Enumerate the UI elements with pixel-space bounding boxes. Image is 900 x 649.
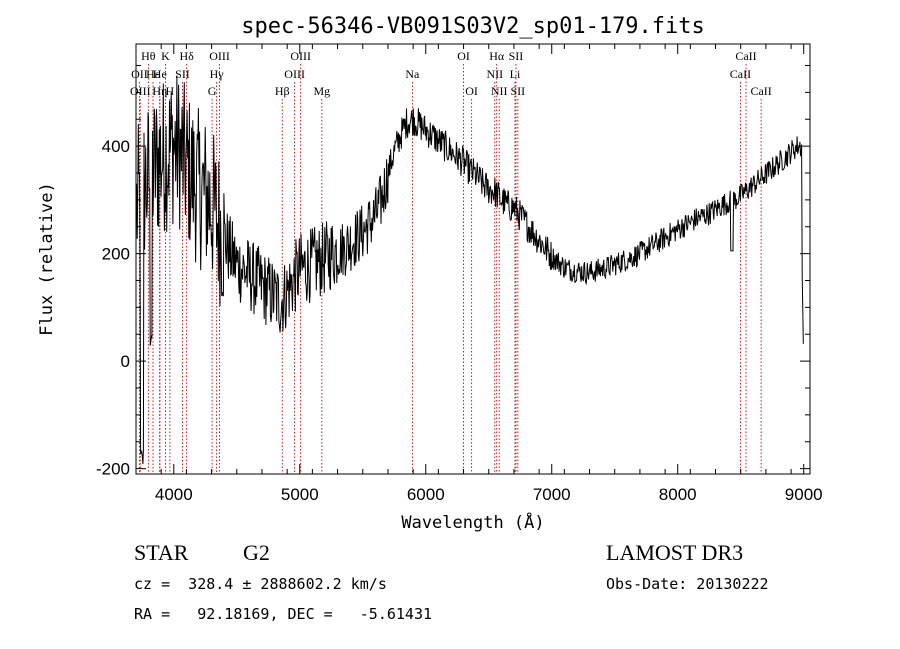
spectral-line-label: H: [166, 84, 175, 98]
spectral-line-label: OII: [131, 67, 148, 81]
spectral-line-label: CaII: [730, 67, 751, 81]
spectral-line-label: CaII: [750, 84, 771, 98]
spectral-line-label: Li: [510, 67, 521, 81]
survey-name: LAMOST DR3: [606, 540, 743, 565]
x-tick-label: 4000: [155, 485, 193, 504]
chart-title: spec-56346-VB091S03V2_sp01-179.fits: [241, 14, 705, 39]
x-axis: 4000 5000 6000 7000 8000 9000: [135, 44, 823, 504]
spectral-line-label: K: [161, 49, 170, 63]
spectral-line-label: OI: [465, 84, 478, 98]
spectral-line-label: OIII: [290, 49, 311, 63]
y-axis: -200 0 200 400: [96, 65, 810, 479]
spectral-line-label: OI: [457, 49, 470, 63]
spectral-line-label: OIII: [209, 49, 230, 63]
x-tick-label: 5000: [281, 485, 319, 504]
spectral-line-label: CaII: [735, 49, 756, 63]
spectral-line-label: NII: [491, 84, 508, 98]
spectral-line-label: SII: [175, 67, 190, 81]
x-tick-label: 8000: [659, 485, 697, 504]
y-axis-label: Flux (relative): [37, 182, 57, 336]
spectral-line-label: Hδ: [179, 49, 194, 63]
x-tick-label: 9000: [785, 485, 823, 504]
spectral-line-label: SII: [511, 84, 526, 98]
object-class: STAR: [134, 540, 189, 565]
spectral-line-label: NII: [486, 67, 503, 81]
spectral-line-label: Hγ: [210, 67, 225, 81]
coordinates: RA = 92.18169, DEC = -5.61431: [134, 605, 432, 623]
object-subclass: G2: [243, 540, 270, 565]
x-axis-label: Wavelength (Å): [401, 511, 544, 533]
spectral-line-label: He: [153, 67, 167, 81]
spectral-line-label: OIII: [130, 84, 151, 98]
spectral-line-labels: OIIOIIIHθHεHηKHeHSIIHδGHγOIIIHβOIIIOIIIM…: [130, 49, 772, 98]
spectral-line-label: Na: [405, 67, 420, 81]
x-tick-label: 7000: [533, 485, 571, 504]
spectral-line-label: Mg: [313, 84, 330, 98]
spectral-line-label: Hα: [489, 49, 505, 63]
spectrum-line: [136, 75, 804, 465]
obs-date: Obs-Date: 20130222: [606, 575, 769, 593]
plot-frame: [135, 43, 811, 475]
spectral-line-label: G: [208, 84, 217, 98]
spectral-line-label: SII: [509, 49, 524, 63]
y-tick-label: -200: [96, 460, 130, 479]
y-tick-label: 0: [121, 352, 130, 371]
spectral-line-label: OIII: [284, 67, 305, 81]
x-tick-label: 6000: [407, 485, 445, 504]
redshift-text: cz = 328.4 ± 2888602.2 km/s: [134, 575, 387, 593]
spectral-line-label: Hθ: [141, 49, 156, 63]
y-tick-label: 200: [102, 245, 130, 264]
spectral-line-label: Hε: [146, 67, 160, 81]
y-tick-label: 400: [102, 137, 130, 156]
spectral-line-label: Hβ: [275, 84, 290, 98]
